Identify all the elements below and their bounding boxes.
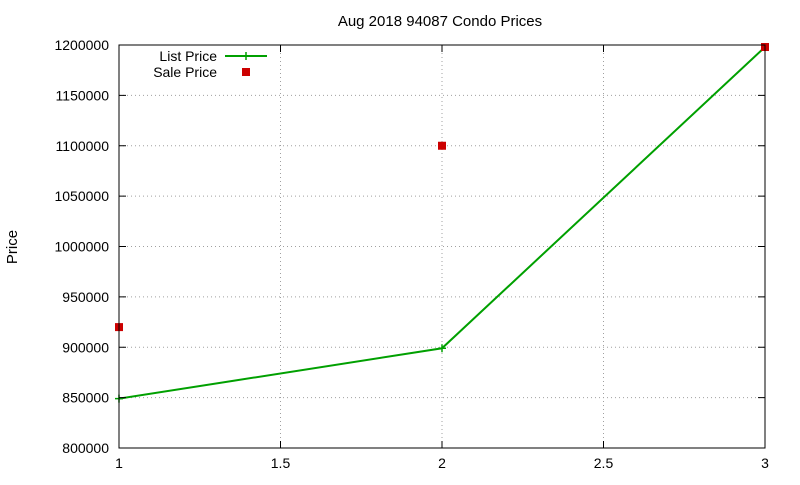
x-tick-label: 1.5 bbox=[271, 455, 291, 471]
y-tick-label: 800000 bbox=[62, 440, 109, 456]
y-tick-label: 950000 bbox=[62, 289, 109, 305]
series bbox=[115, 43, 769, 403]
legend-label-sale-price: Sale Price bbox=[153, 64, 217, 80]
ticks: 8000008500009000009500001000000105000011… bbox=[54, 37, 769, 471]
x-tick-label: 2.5 bbox=[594, 455, 614, 471]
y-axis-label: Price bbox=[4, 230, 21, 264]
y-tick-label: 1000000 bbox=[54, 239, 109, 255]
legend-swatch-sale-price bbox=[242, 68, 250, 76]
y-tick-label: 1150000 bbox=[56, 87, 110, 103]
grid bbox=[119, 45, 765, 448]
list-price-point bbox=[438, 344, 446, 353]
y-tick-label: 1100000 bbox=[56, 138, 110, 154]
y-tick-label: 1050000 bbox=[54, 188, 109, 204]
sale-price-point bbox=[438, 141, 446, 150]
x-tick-label: 1 bbox=[115, 455, 123, 471]
x-tick-label: 2 bbox=[438, 455, 446, 471]
y-tick-label: 900000 bbox=[62, 339, 109, 355]
chart-title: Aug 2018 94087 Condo Prices bbox=[338, 13, 542, 30]
x-tick-label: 3 bbox=[761, 455, 769, 471]
legend-label-list-price: List Price bbox=[159, 48, 217, 64]
y-tick-label: 850000 bbox=[62, 390, 109, 406]
y-tick-label: 1200000 bbox=[54, 37, 109, 53]
